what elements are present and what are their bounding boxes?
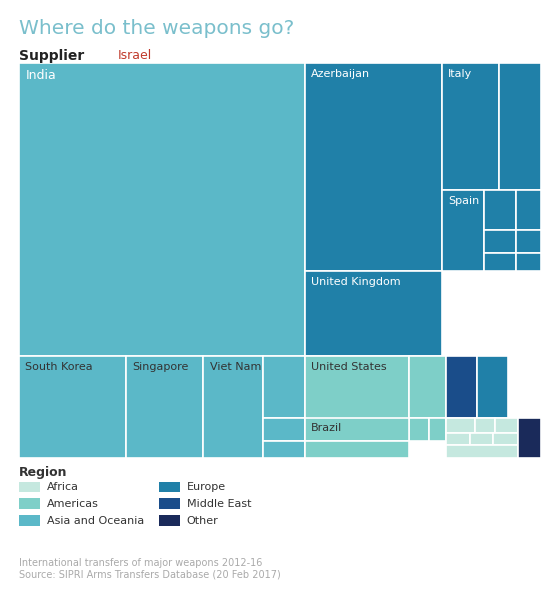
Text: Azerbaijan: Azerbaijan — [311, 69, 371, 79]
Bar — [305, 356, 410, 458]
Text: Supplier: Supplier — [19, 49, 85, 63]
Text: India: India — [25, 69, 56, 82]
Bar — [484, 253, 516, 271]
Bar — [410, 356, 446, 418]
Text: Israel: Israel — [118, 49, 152, 62]
Bar — [446, 418, 474, 432]
Bar — [305, 418, 410, 441]
Bar — [484, 190, 516, 230]
Text: sipri: sipri — [474, 570, 508, 583]
Bar — [499, 63, 541, 190]
Bar — [446, 432, 470, 445]
Bar — [446, 445, 518, 458]
Bar — [203, 356, 264, 458]
Bar — [305, 271, 441, 356]
Text: Middle East: Middle East — [187, 499, 251, 509]
Bar — [264, 356, 305, 418]
Bar — [441, 63, 499, 190]
Bar — [410, 418, 429, 441]
Bar — [484, 230, 516, 253]
Text: Italy: Italy — [448, 69, 472, 79]
Bar — [518, 418, 541, 458]
Bar — [429, 418, 446, 441]
Text: South Korea: South Korea — [25, 362, 93, 372]
Bar — [516, 253, 541, 271]
Bar — [446, 356, 477, 418]
Text: Viet Nam: Viet Nam — [210, 362, 261, 372]
Bar — [305, 63, 441, 271]
Bar — [441, 190, 484, 271]
Bar — [305, 441, 410, 458]
Text: Brazil: Brazil — [311, 423, 343, 434]
Bar — [516, 190, 541, 230]
Text: Region: Region — [19, 466, 68, 479]
Text: United Kingdom: United Kingdom — [311, 277, 401, 287]
Bar — [477, 356, 508, 418]
Text: Where do the weapons go?: Where do the weapons go? — [19, 19, 294, 38]
Text: Other: Other — [187, 516, 219, 526]
Bar — [126, 356, 203, 458]
Bar — [516, 230, 541, 253]
Text: Europe: Europe — [187, 482, 226, 492]
Text: Singapore: Singapore — [132, 362, 189, 372]
Bar — [264, 418, 305, 441]
Text: Americas: Americas — [47, 499, 98, 509]
Text: Africa: Africa — [47, 482, 79, 492]
Text: Spain: Spain — [448, 196, 479, 206]
Bar — [470, 432, 493, 445]
Bar — [474, 418, 495, 432]
Text: Source: SIPRI Arms Transfers Database (20 Feb 2017): Source: SIPRI Arms Transfers Database (2… — [19, 569, 281, 579]
Bar — [495, 418, 518, 432]
Bar — [493, 432, 518, 445]
Text: International transfers of major weapons 2012-16: International transfers of major weapons… — [19, 558, 262, 568]
Bar — [264, 441, 305, 458]
Bar — [19, 356, 126, 458]
Bar — [19, 63, 305, 356]
Text: United States: United States — [311, 362, 387, 372]
Text: Asia and Oceania: Asia and Oceania — [47, 516, 144, 526]
